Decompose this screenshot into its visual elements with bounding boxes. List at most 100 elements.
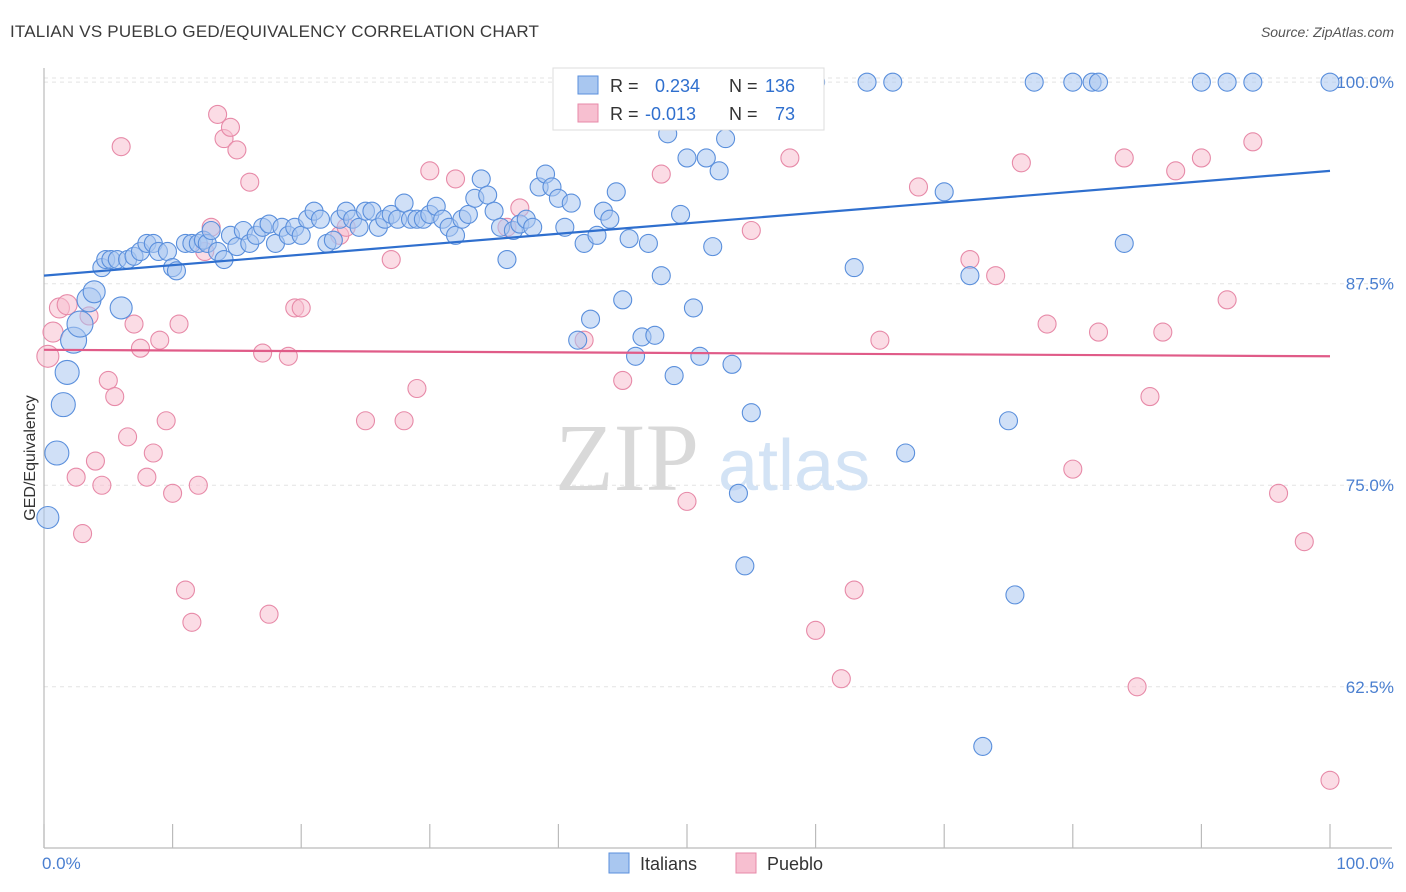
italians-point [568,330,588,350]
italians-point [677,148,697,168]
pueblo-point [36,344,60,368]
pueblo-point [420,161,440,181]
legend-r-value-italians: 0.234 [655,76,700,96]
pueblo-point [741,220,761,241]
italians-point [1005,585,1025,605]
x-tick-label-left: 0.0% [42,854,81,873]
chart-title: ITALIAN VS PUEBLO GED/EQUIVALENCY CORREL… [10,22,540,41]
pueblo-point [381,249,401,270]
italians-point [445,225,466,245]
pueblo-point [1294,532,1314,552]
italians-point [349,217,369,237]
pueblo-point [1063,459,1083,479]
italians-point [484,201,504,221]
pueblo-point [1243,132,1263,152]
pueblo-point [73,524,93,544]
pueblo-point [1127,677,1147,697]
legend-swatch-italians [577,75,599,95]
y-axis-label: GED/Equivalency [22,395,39,520]
italians-point [722,354,742,374]
pueblo-point [1114,148,1134,168]
italians-point [619,229,639,249]
pueblo-point [208,104,228,124]
italians-point [960,266,980,286]
x-ticks [43,824,1331,848]
italians-point [478,185,498,205]
pueblo-point [355,411,376,431]
italians-point [497,249,517,270]
italians-point [883,72,903,92]
italians-point [934,182,954,202]
legend-n-value-italians: 136 [765,76,795,96]
pueblo-point [66,467,86,487]
italians-point [50,392,76,418]
pueblo-point [1217,290,1237,310]
italians-point [523,217,543,237]
pueblo-point [124,314,144,334]
italians-point [613,290,633,310]
trend-lines [43,169,1331,358]
pueblo-point [188,475,208,495]
pueblo-point [56,294,78,316]
italians-point [1191,72,1211,92]
pueblo-point [85,451,105,471]
bottom-legend-label-italians: Italians [640,854,697,874]
legend-r-label-italians: R = [610,76,639,96]
pueblo-point [1191,148,1211,168]
italians-point [458,204,478,224]
italians-point [1024,72,1044,92]
italians-point [157,241,178,262]
pueblo-point [291,298,311,318]
source-label: Source: ZipAtlas.com [1260,24,1394,40]
italians-point [844,258,864,278]
italians-point [626,346,646,366]
legend-n-value-pueblo: 73 [775,104,795,124]
italians-point [664,366,684,386]
italians-point [1217,72,1237,92]
pueblo-point [1088,322,1109,342]
pueblo-point [182,612,202,632]
pueblo-point [780,148,800,168]
legend-n-label-pueblo: N = [729,104,758,124]
pueblo-point [150,330,170,350]
italians-point [1088,72,1109,92]
pueblo-point [1140,387,1160,407]
watermark-zip: ZIP [555,404,699,511]
pueblo-point [806,620,826,640]
pueblo-point [175,580,196,600]
pueblo-point [156,411,176,431]
italians-point [716,129,736,149]
bottom-legend-swatch-italians [608,852,630,874]
pueblo-point [1011,153,1031,173]
pueblo-point [407,378,427,399]
pueblo-point [143,443,163,463]
italians-point [703,237,723,257]
italians-point [973,736,993,756]
bottom-legend-swatch-pueblo [735,852,757,874]
y-tick-label: 62.5% [1346,678,1394,697]
italians-point [291,225,311,245]
pueblo-point [986,266,1006,286]
italians-point [857,72,877,92]
italians-point [735,556,755,576]
pueblo-trend-line [43,348,1331,358]
legend-r-value-pueblo: -0.013 [645,104,696,124]
pueblo-point [960,249,980,270]
legend-r-label-pueblo: R = [610,104,639,124]
axes [43,68,1392,849]
pueblo-point [105,387,125,407]
italians-point [709,161,729,181]
pueblo-point [870,330,890,350]
pueblo-point [111,137,131,157]
pueblo-point [92,475,112,495]
y-tick-label: 87.5% [1346,275,1394,294]
series-legend: Italians Pueblo [608,852,823,874]
italians-point [310,209,331,229]
italians-point [651,266,671,286]
italians-point [1243,72,1263,92]
pueblo-point [1320,770,1340,790]
italians-point [394,193,414,213]
pueblo-point [844,580,864,600]
italians-point [896,443,916,463]
